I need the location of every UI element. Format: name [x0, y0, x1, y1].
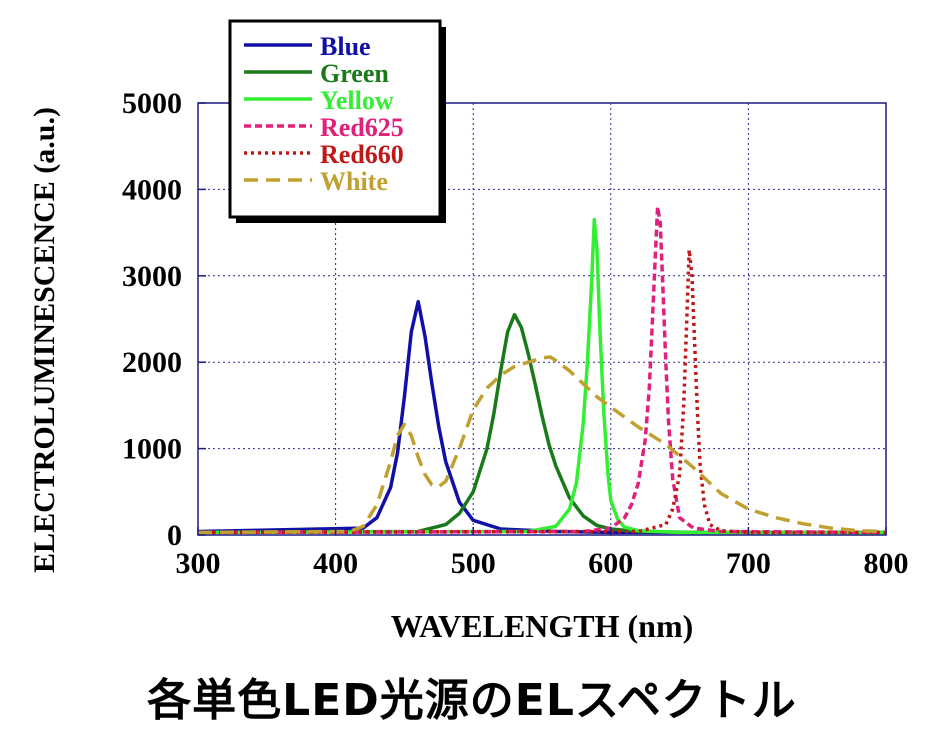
legend-label-red660: Red660: [320, 140, 404, 169]
y-tick-label: 0: [167, 519, 182, 552]
x-tick-label: 800: [864, 547, 909, 580]
legend-label-blue: Blue: [320, 32, 371, 61]
legend-label-yellow: Yellow: [320, 86, 394, 115]
series-line-red660: [197, 248, 886, 535]
x-tick-label: 400: [313, 547, 358, 580]
series-line-blue: [197, 299, 886, 535]
x-tick-label: 600: [588, 547, 633, 580]
series-line-green: [197, 312, 886, 535]
y-tick-label: 3000: [122, 260, 182, 293]
x-tick-label: 300: [176, 547, 221, 580]
series-lines: [197, 204, 887, 535]
y-tick-label: 5000: [122, 87, 182, 120]
y-axis-title: ELECTROLUMINESCENCE (a.u.): [28, 107, 61, 573]
legend-label-red625: Red625: [320, 113, 404, 142]
tick-labels: 300 400 500 600 700 800 0 1000 2000 3000 4000 5000: [122, 87, 909, 580]
y-tick-label: 2000: [122, 346, 182, 379]
page-caption: 各単色LED光源のELスペクトル: [147, 675, 797, 726]
x-tick-label: 500: [451, 547, 496, 580]
y-tick-label: 4000: [122, 173, 182, 206]
series-line-yellow: [197, 217, 886, 535]
series-line-red625: [197, 204, 887, 535]
series-line-white: [197, 355, 887, 535]
legend-box: [228, 19, 442, 219]
legend-label-green: Green: [320, 59, 389, 88]
x-tick-label: 700: [726, 547, 771, 580]
x-axis-title: WAVELENGTH (nm): [391, 608, 694, 644]
y-tick-label: 1000: [122, 433, 182, 466]
legend-label-white: White: [320, 167, 388, 196]
